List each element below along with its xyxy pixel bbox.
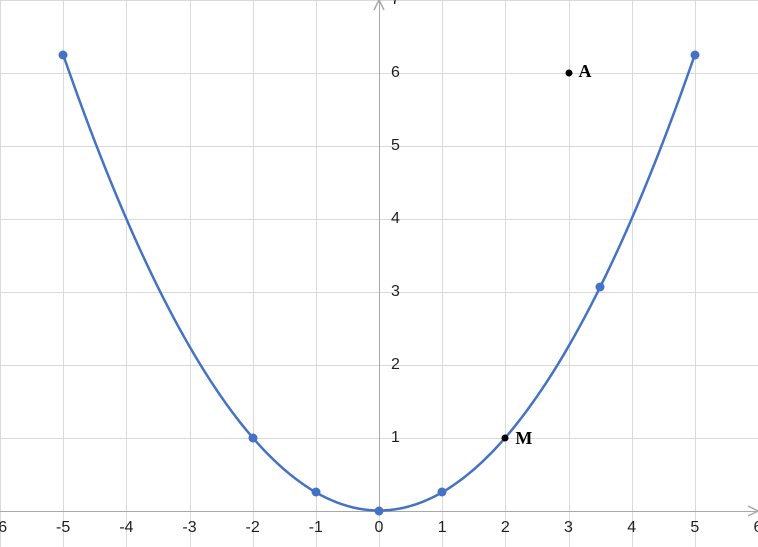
series-marker xyxy=(59,50,68,59)
series-marker xyxy=(690,50,699,59)
series-marker xyxy=(248,433,257,442)
series-marker xyxy=(311,488,320,497)
series-marker xyxy=(375,506,384,515)
point-a xyxy=(565,69,572,76)
series-marker xyxy=(438,488,447,497)
parabola-chart: -6-5-4-3-2-101234561234567AM xyxy=(0,0,758,547)
point-label-a: A xyxy=(579,61,592,82)
point-label-m: M xyxy=(515,428,532,449)
series-marker xyxy=(596,283,605,292)
series-curve xyxy=(0,0,758,547)
point-m xyxy=(502,434,509,441)
